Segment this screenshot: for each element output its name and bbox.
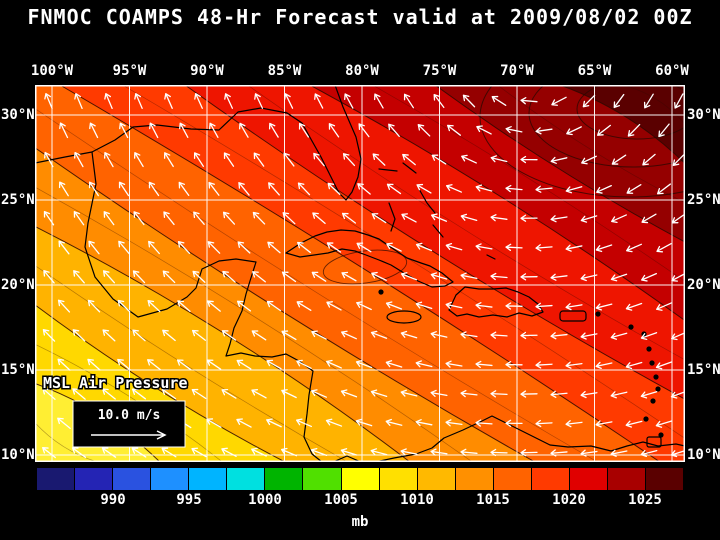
- lon-tick-label: 65°W: [577, 63, 612, 79]
- chart-title: FNMOC COAMPS 48-Hr Forecast valid at 200…: [27, 5, 693, 29]
- colorbar-tick-label: 1025: [628, 492, 662, 508]
- colorbar-cell: [493, 468, 532, 490]
- lat-tick-label: 30°N: [687, 107, 720, 123]
- colorbar-tick-label: 1015: [476, 492, 510, 508]
- colorbar-tick-label: 1005: [324, 492, 358, 508]
- lon-tick-label: 75°W: [422, 63, 457, 79]
- colorbar-cell: [341, 468, 380, 490]
- lat-tick-label: 20°N: [687, 277, 720, 293]
- lon-tick-label: 100°W: [30, 63, 74, 79]
- colorbar-cell: [113, 468, 152, 490]
- colorbar-cell: [75, 468, 114, 490]
- wind-scale-box: 10.0 m/s: [72, 400, 186, 448]
- colorbar-tick-label: 1020: [552, 492, 586, 508]
- colorbar-cell: [379, 468, 418, 490]
- colorbar-tick-labels: 990 995 1000 1005 1010 1015 1020 1025: [0, 492, 720, 510]
- field-label: MSL Air Pressure: [43, 374, 188, 392]
- map-frame: [35, 85, 685, 462]
- lat-tick-label: 15°N: [1, 362, 35, 378]
- coastlines: [34, 84, 686, 463]
- pressure-field: [35, 85, 685, 462]
- colorbar-tick-label: 990: [100, 492, 126, 508]
- colorbar: [37, 468, 684, 490]
- colorbar-cell: [189, 468, 228, 490]
- grid-lines: [35, 85, 685, 462]
- lon-tick-label: 90°W: [190, 63, 224, 79]
- colorbar-cell: [151, 468, 190, 490]
- wind-vectors: [42, 92, 688, 459]
- lat-tick-label: 10°N: [1, 447, 35, 463]
- colorbar-tick-label: 995: [176, 492, 202, 508]
- lon-tick-label: 70°W: [500, 63, 534, 79]
- colorbar-cell: [531, 468, 570, 490]
- wind-scale-label: 10.0 m/s: [98, 408, 161, 423]
- lon-tick-label: 85°W: [267, 63, 302, 79]
- pressure-map: MSL Air Pressure 10.0 m/s: [34, 36, 720, 463]
- colorbar-cell: [569, 468, 608, 490]
- colorbar-tick-label: 1000: [248, 492, 282, 508]
- lon-tick-label: 95°W: [112, 63, 147, 79]
- colorbar-cell: [417, 468, 456, 490]
- colorbar-cell: [646, 468, 684, 490]
- lat-tick-label: 25°N: [687, 192, 720, 208]
- colorbar-cell: [227, 468, 266, 490]
- lon-tick-label: 60°W: [655, 63, 689, 79]
- lat-tick-label: 15°N: [687, 362, 720, 378]
- lat-tick-label: 10°N: [687, 447, 720, 463]
- colorbar-unit: mb: [351, 514, 369, 530]
- lat-tick-label: 30°N: [1, 107, 35, 123]
- map-canvas: MSL Air Pressure 10.0 m/s: [34, 36, 720, 463]
- colorbar-cell: [37, 468, 76, 490]
- lat-tick-label: 20°N: [1, 277, 35, 293]
- colorbar-cell: [265, 468, 304, 490]
- lat-tick-label: 25°N: [1, 192, 35, 208]
- colorbar-cell: [607, 468, 646, 490]
- colorbar-cell: [303, 468, 342, 490]
- colorbar-tick-label: 1010: [400, 492, 434, 508]
- wind-scale-arrow-icon: [91, 430, 167, 440]
- lon-tick-label: 80°W: [345, 63, 379, 79]
- colorbar-cell: [455, 468, 494, 490]
